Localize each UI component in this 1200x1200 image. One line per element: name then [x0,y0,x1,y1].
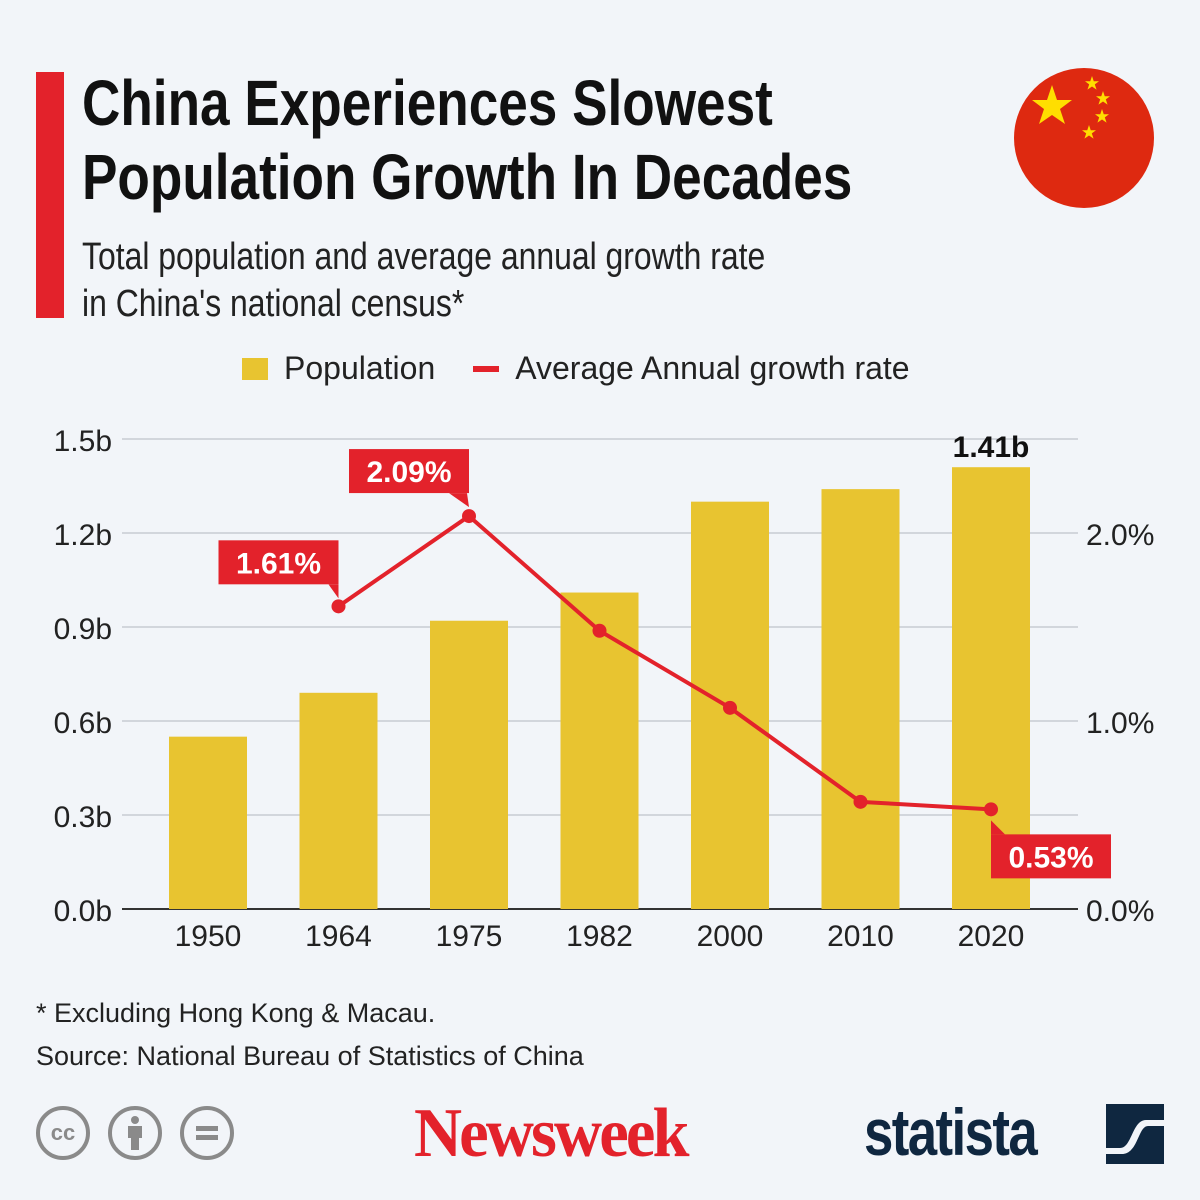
cc-label: cc [50,1120,76,1145]
data-label-box-2020 [991,834,1111,879]
accent-bar [36,72,64,318]
statista-logo: statista [864,1095,1038,1169]
growth-point-1982 [592,623,607,638]
data-label-pointer-1964 [328,584,339,599]
legend-swatch-growth-rate [473,365,500,372]
data-label-1975: 2.09% [366,456,451,489]
bar-1982 [560,592,639,909]
left-axis-tick: 0.6b [54,707,112,740]
legend-label-growth-rate: Average Annual growth rate [515,350,910,386]
statista-icon [1106,1104,1164,1164]
x-axis-tick: 1975 [436,920,503,953]
growth-point-2010 [853,794,868,809]
cc-icon: cc [36,1106,90,1160]
legend-swatch-population [242,357,268,380]
bar-1950 [169,736,247,909]
no-derivatives-icon [180,1106,234,1160]
chart: 0.0b 0.3b 0.6b 0.9b 1.2b 1.5b 0.0% 1.0% 2.0% 1950… [54,425,1155,953]
subtitle: Total population and average annual grow… [82,234,765,328]
china-flag-icon [1014,68,1154,208]
x-axis-tick: 1982 [566,920,633,953]
attribution-icon [108,1106,162,1160]
bar-2010 [821,489,900,909]
left-axis-tick: 0.3b [54,801,112,834]
title-line-1: China Experiences Slowest [82,67,773,139]
source: Source: National Bureau of Statistics of… [36,1041,584,1071]
left-axis-tick: 1.5b [54,425,112,458]
left-axis-tick: 0.9b [54,613,112,646]
left-axis-tick: 0.0b [54,895,112,928]
page-title: China Experiences Slowest Population Gro… [82,66,852,214]
newsweek-logo: Newsweek [414,1095,690,1172]
data-label-pointer-2020 [991,820,1005,835]
footnotes: * Excluding Hong Kong & Macau. Source: N… [36,992,584,1078]
title-line-2: Population Growth In Decades [82,141,853,213]
data-label-1964: 1.61% [236,547,321,580]
data-label-2020: 0.53% [1008,841,1093,874]
left-axis-tick: 1.2b [54,519,112,552]
subtitle-line-1: Total population and average annual grow… [82,236,766,278]
x-axis-tick: 2010 [827,920,894,953]
growth-point-1975 [462,509,476,524]
legend: Population Average Annual growth rate [242,350,910,387]
bar-1964 [299,692,378,909]
x-axis-tick: 2000 [697,920,764,953]
right-axis-tick: 1.0% [1086,707,1154,740]
growth-point-2020 [984,802,998,817]
growth-point-2000 [723,700,737,715]
bar-1975 [430,620,508,909]
footnote: * Excluding Hong Kong & Macau. [36,998,436,1028]
subtitle-line-2: in China's national census* [82,283,465,325]
data-label-pointer-1975 [449,493,469,508]
x-axis-tick: 1964 [305,920,372,953]
legend-label-population: Population [284,350,436,386]
right-axis-tick: 2.0% [1086,519,1154,552]
right-axis-tick: 0.0% [1086,895,1154,928]
data-label-box-1964 [218,540,339,585]
x-axis-tick: 1950 [175,920,242,953]
growth-rate-line [337,514,992,812]
data-label-box-1975 [349,449,469,494]
x-axis-tick: 2020 [958,920,1025,953]
growth-point-1964 [331,599,346,614]
data-label-2020: 1.41b [953,431,1030,464]
